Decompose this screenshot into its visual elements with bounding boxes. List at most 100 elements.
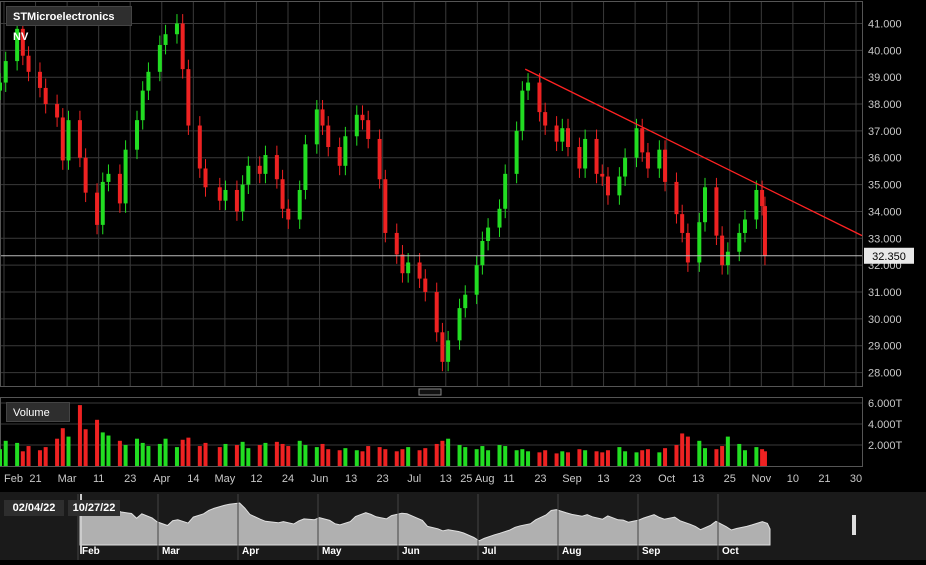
price-tick-label: 29.000 xyxy=(868,341,902,353)
candle-body xyxy=(180,23,185,70)
navigator-area xyxy=(79,502,771,546)
candle-body xyxy=(760,189,765,207)
volume-panel-frame xyxy=(0,397,863,467)
x-tick-label: 23 xyxy=(377,473,389,485)
candle-body xyxy=(600,173,605,177)
volume-tick-label: 6.000T xyxy=(868,398,903,410)
candle-body xyxy=(377,138,382,180)
candle-body xyxy=(685,232,690,263)
candle-body xyxy=(605,176,610,196)
volume-bar xyxy=(15,442,20,466)
x-tick-label: Jul xyxy=(407,473,421,485)
volume-bar xyxy=(742,450,747,466)
volume-bar xyxy=(394,451,399,466)
candle-body xyxy=(623,157,628,177)
candle-body xyxy=(217,187,222,201)
candle-body xyxy=(725,251,730,266)
volume-bar xyxy=(0,449,2,466)
candle-body xyxy=(480,240,485,266)
x-tick-label: 13 xyxy=(345,473,357,485)
volume-bar xyxy=(360,451,365,466)
candle-body xyxy=(762,206,767,256)
candle-body xyxy=(66,120,71,161)
candle-body xyxy=(640,128,645,153)
x-tick-label: Oct xyxy=(658,473,675,485)
volume-bar xyxy=(594,451,599,466)
current-price-badge xyxy=(864,247,914,264)
price-tick-label: 34.000 xyxy=(868,206,902,218)
x-tick-label: 13 xyxy=(692,473,704,485)
candle-body xyxy=(146,71,151,91)
navigator-month-label: Feb xyxy=(82,546,100,557)
candle-body xyxy=(634,128,639,158)
candle-body xyxy=(314,109,319,145)
volume-bar xyxy=(60,428,65,466)
candle-body xyxy=(174,23,179,35)
panel-splitter-handle xyxy=(418,388,442,396)
candle-body xyxy=(703,187,708,223)
price-tick-label: 39.000 xyxy=(868,72,902,84)
volume-bar xyxy=(197,446,202,466)
candle-body xyxy=(135,120,140,150)
volume-bar xyxy=(203,442,208,466)
candle-body xyxy=(486,227,491,241)
candle-body xyxy=(37,71,42,88)
candle-body xyxy=(537,82,542,113)
price-tick-label: 36.000 xyxy=(868,153,902,165)
x-tick-label: 30 xyxy=(850,473,862,485)
candle-body xyxy=(577,147,582,169)
volume-bar xyxy=(463,447,468,466)
candle-body xyxy=(297,189,302,220)
volume-bar xyxy=(474,449,479,466)
candle-body xyxy=(514,130,519,174)
candle-body xyxy=(463,294,468,309)
candle-body xyxy=(246,165,251,185)
volume-bar xyxy=(20,451,25,466)
candle-body xyxy=(360,114,365,121)
candle-body xyxy=(663,149,668,182)
volume-bar xyxy=(257,445,262,466)
volume-bar xyxy=(43,447,48,466)
volume-bar xyxy=(140,442,145,466)
navigator-month-label: Apr xyxy=(242,546,259,557)
candle-body xyxy=(754,189,759,220)
volume-bar xyxy=(135,438,140,466)
candle-body xyxy=(186,69,191,126)
volume-bar xyxy=(246,448,251,466)
volume-bar xyxy=(314,447,319,466)
volume-bar xyxy=(600,452,605,466)
candle-body xyxy=(280,179,285,209)
volume-bar xyxy=(337,450,342,466)
volume-bar xyxy=(617,447,622,466)
candle-body xyxy=(15,28,20,62)
volume-bar xyxy=(680,433,685,466)
price-tick-label: 30.000 xyxy=(868,314,902,326)
volume-bar xyxy=(657,452,662,466)
range-start-label[interactable]: 02/04/22 xyxy=(4,500,64,516)
candle-body xyxy=(423,278,428,293)
range-end-label[interactable]: 10/27/22 xyxy=(68,500,120,516)
volume-bar xyxy=(95,419,100,466)
x-tick-label: 13 xyxy=(597,473,609,485)
volume-bar xyxy=(417,450,422,466)
x-tick-label: 25 Aug xyxy=(460,473,494,485)
candle-body xyxy=(440,332,445,362)
x-tick-label: Jun xyxy=(311,473,329,485)
volume-bar xyxy=(326,449,331,466)
navigator-left-handle xyxy=(80,494,82,554)
volume-bar xyxy=(440,440,445,466)
volume-bar xyxy=(634,452,639,466)
volume-bar xyxy=(354,450,359,466)
volume-bar xyxy=(537,452,542,466)
volume-bar xyxy=(674,445,679,466)
volume-bar xyxy=(514,450,519,466)
x-tick-label: Mar xyxy=(58,473,77,485)
x-tick-label: 10 xyxy=(787,473,799,485)
volume-bar xyxy=(566,452,571,466)
volume-bar xyxy=(157,443,162,466)
candle-body xyxy=(674,181,679,215)
volume-bar xyxy=(163,438,168,466)
volume-bar xyxy=(274,441,279,466)
